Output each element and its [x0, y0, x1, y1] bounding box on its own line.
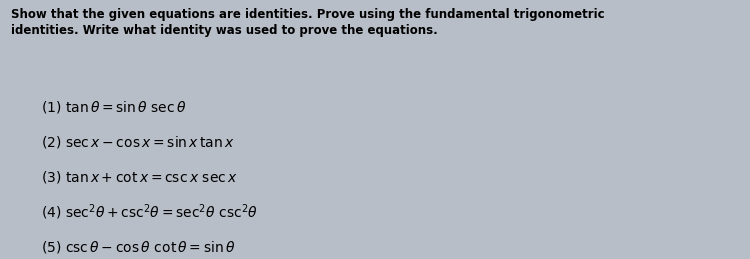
Text: (5) $\mathrm{csc}\, \theta - \cos \theta\ \cot \theta = \sin \theta$: (5) $\mathrm{csc}\, \theta - \cos \theta…	[41, 239, 236, 255]
Text: (1) $\tan \theta = \sin \theta\ \mathrm{sec}\, \theta$: (1) $\tan \theta = \sin \theta\ \mathrm{…	[41, 99, 187, 116]
Text: (3) $\tan x + \cot x = \mathrm{csc}\, x\ \mathrm{sec}\, x$: (3) $\tan x + \cot x = \mathrm{csc}\, x\…	[41, 169, 238, 185]
Text: Show that the given equations are identities. Prove using the fundamental trigon: Show that the given equations are identi…	[11, 8, 604, 37]
Text: (4) $\mathrm{sec}^2 \theta + \mathrm{csc}^2 \theta = \mathrm{sec}^2 \theta\ \mat: (4) $\mathrm{sec}^2 \theta + \mathrm{csc…	[41, 203, 258, 222]
Text: (2) $\mathrm{sec}\, x - \cos x = \sin x\, \tan x$: (2) $\mathrm{sec}\, x - \cos x = \sin x\…	[41, 134, 235, 150]
